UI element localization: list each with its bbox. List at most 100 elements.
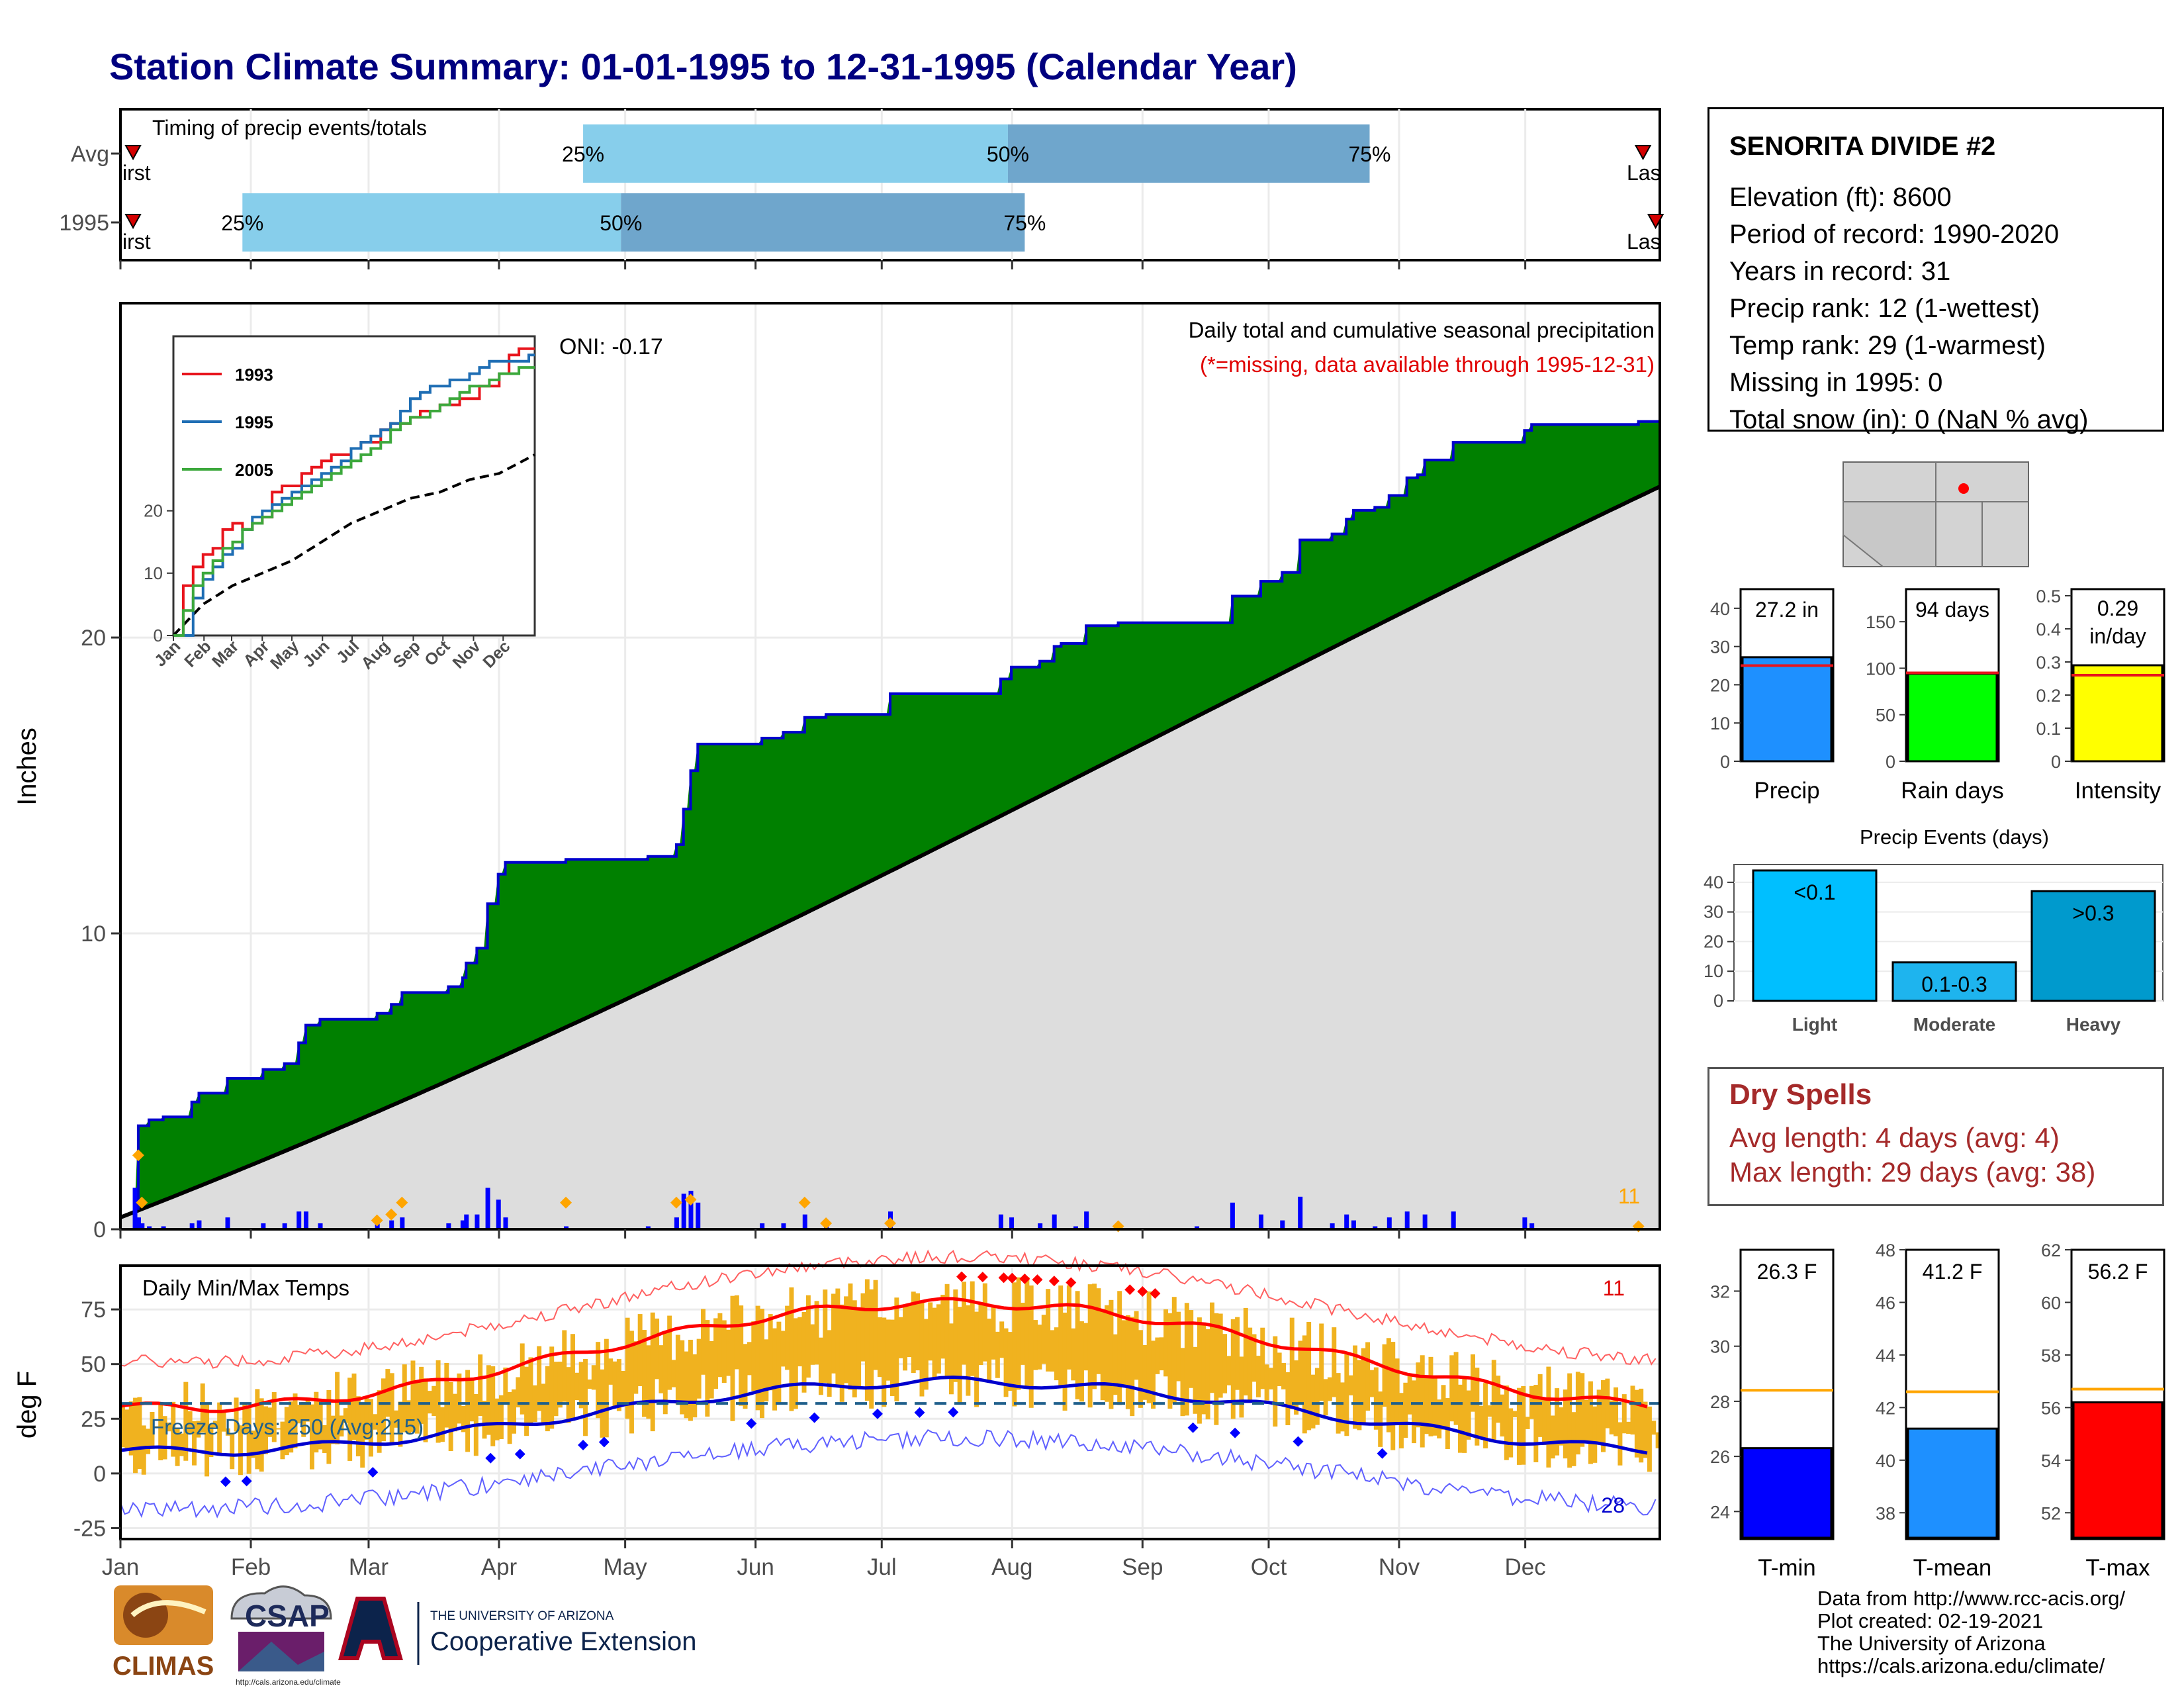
events-ytick-label: 10 — [1704, 961, 1723, 981]
precip-daily-bar — [296, 1211, 302, 1229]
temp-daily-bar — [696, 1338, 702, 1399]
temp-frame — [119, 1264, 1661, 1540]
temp-record-high-marker — [1032, 1274, 1043, 1286]
station-info-box: SENORITA DIVIDE #2 Elevation (ft): 8600 … — [1707, 107, 2164, 434]
temp-daily-bar — [1437, 1399, 1442, 1438]
temp-daily-bar — [789, 1287, 794, 1411]
temp-daily-bar — [1412, 1380, 1416, 1444]
temp-daily-bar — [898, 1317, 903, 1358]
precip-daily-bar — [1280, 1220, 1285, 1229]
temp-daily-bar — [1479, 1405, 1484, 1439]
precip-daily-bar — [132, 1188, 138, 1229]
temp-daily-bar — [347, 1378, 353, 1461]
summary-ytick-label: 0.1 — [2036, 719, 2061, 739]
precip-daily-bar — [645, 1226, 651, 1229]
temp-daily-bar — [1550, 1415, 1555, 1459]
temp-daily-bar — [1639, 1388, 1644, 1463]
temp-daily-bar — [1394, 1358, 1400, 1425]
temp-daily-bar — [1596, 1389, 1602, 1444]
precip-daily-bar — [460, 1220, 465, 1229]
inset-ytick-label: 0 — [154, 626, 163, 645]
temp-daily-bar — [1083, 1323, 1089, 1371]
temp-daily-bar — [1251, 1334, 1257, 1382]
timing-label: Timing of precip events/totals — [152, 116, 427, 140]
temp-daily-bar — [1046, 1289, 1051, 1372]
temp-daily-bar — [1180, 1348, 1185, 1417]
temp-daily-bar — [1508, 1408, 1514, 1458]
tempbar-ytick-label: 60 — [2041, 1293, 2061, 1313]
temp-daily-bar — [128, 1401, 134, 1456]
precip-daily-bar — [564, 1226, 569, 1229]
temp-daily-bar — [1109, 1299, 1114, 1409]
temp-daily-bar — [457, 1373, 462, 1424]
summary-ytick-label: 100 — [1866, 659, 1895, 679]
temp-daily-bar — [570, 1334, 575, 1421]
temp-daily-bar — [982, 1283, 987, 1362]
timing-row-label: 1995 — [59, 211, 109, 236]
temp-daily-bar — [1007, 1332, 1013, 1391]
temp-daily-bar — [953, 1289, 958, 1382]
summary-label: Precip — [1754, 778, 1819, 804]
precip-daily-bar — [1522, 1217, 1527, 1229]
temp-record-low-marker — [1293, 1436, 1304, 1447]
station-snow: Total snow (in): 0 (NaN % avg) — [1729, 405, 2089, 434]
temp-daily-bar — [1373, 1367, 1379, 1430]
temp-daily-bar — [873, 1280, 878, 1370]
temp-daily-bar — [1319, 1323, 1324, 1401]
temp-daily-bar — [1655, 1432, 1661, 1448]
temp-daily-bar — [987, 1319, 992, 1382]
temp-daily-bar — [616, 1359, 621, 1411]
temp-daily-bar — [948, 1323, 954, 1395]
tempbar-ytick-label: 46 — [1876, 1293, 1895, 1313]
month-axis-label: Aug — [991, 1554, 1032, 1580]
month-axis-label: Nov — [1379, 1554, 1420, 1580]
station-years: Years in record: 31 — [1729, 257, 1951, 286]
temp-daily-bar — [120, 1406, 125, 1448]
temp-daily-bar — [549, 1346, 555, 1429]
temp-record-low-marker — [485, 1452, 496, 1464]
month-axis-label: Apr — [481, 1554, 518, 1580]
temp-daily-bar — [932, 1307, 937, 1380]
precip-event-marker — [396, 1196, 408, 1209]
temp-ytick-label: -25 — [73, 1516, 106, 1541]
temp-daily-bar — [343, 1408, 348, 1423]
temp-daily-bar — [1609, 1400, 1614, 1434]
temp-daily-bar — [1475, 1368, 1480, 1446]
temp-daily-bar — [1617, 1422, 1623, 1466]
ua-bottom-text: Cooperative Extension — [430, 1627, 696, 1656]
temp-daily-bar — [751, 1321, 756, 1391]
precip-daily-bar — [1404, 1211, 1410, 1229]
temp-daily-bar — [1580, 1373, 1585, 1447]
inset-legend-label: 1995 — [235, 412, 273, 432]
temp-daily-bar — [1218, 1313, 1223, 1398]
timing-pct-75: 75% — [1003, 211, 1046, 235]
temp-daily-bar — [309, 1404, 314, 1470]
temp-daily-bar — [494, 1398, 500, 1440]
tempbar-bar — [1741, 1447, 1833, 1539]
precip-daily-bar — [1009, 1217, 1015, 1229]
climas-logo-text: CLIMAS — [113, 1652, 214, 1681]
timing-first-label: irst — [122, 161, 151, 185]
summary-ytick-label: 10 — [1710, 714, 1730, 733]
events-category-label: Light — [1792, 1014, 1837, 1035]
temp-daily-bar — [1445, 1398, 1450, 1450]
temp-daily-bar — [1214, 1313, 1219, 1425]
temp-daily-bar — [1361, 1348, 1366, 1423]
temp-daily-bar — [907, 1305, 912, 1358]
precip-daily-bar — [1038, 1223, 1043, 1229]
precip-daily-bar — [1195, 1226, 1200, 1229]
precip-daily-bar — [161, 1226, 166, 1229]
temp-daily-bar — [1630, 1385, 1635, 1435]
temp-daily-bar — [1033, 1320, 1038, 1370]
temp-daily-bar — [869, 1289, 874, 1409]
temp-daily-bar — [1209, 1302, 1214, 1393]
temp-daily-bar — [675, 1335, 680, 1405]
inset-legend-label: 2005 — [235, 460, 273, 480]
temp-record-high-marker — [1066, 1277, 1077, 1288]
precip-daily-bar — [1298, 1196, 1303, 1229]
temp-daily-bar — [1453, 1352, 1459, 1425]
temp-daily-bar — [1584, 1399, 1589, 1442]
summary-ytick-label: 0.5 — [2036, 586, 2061, 606]
temp-daily-bar — [1134, 1311, 1139, 1380]
